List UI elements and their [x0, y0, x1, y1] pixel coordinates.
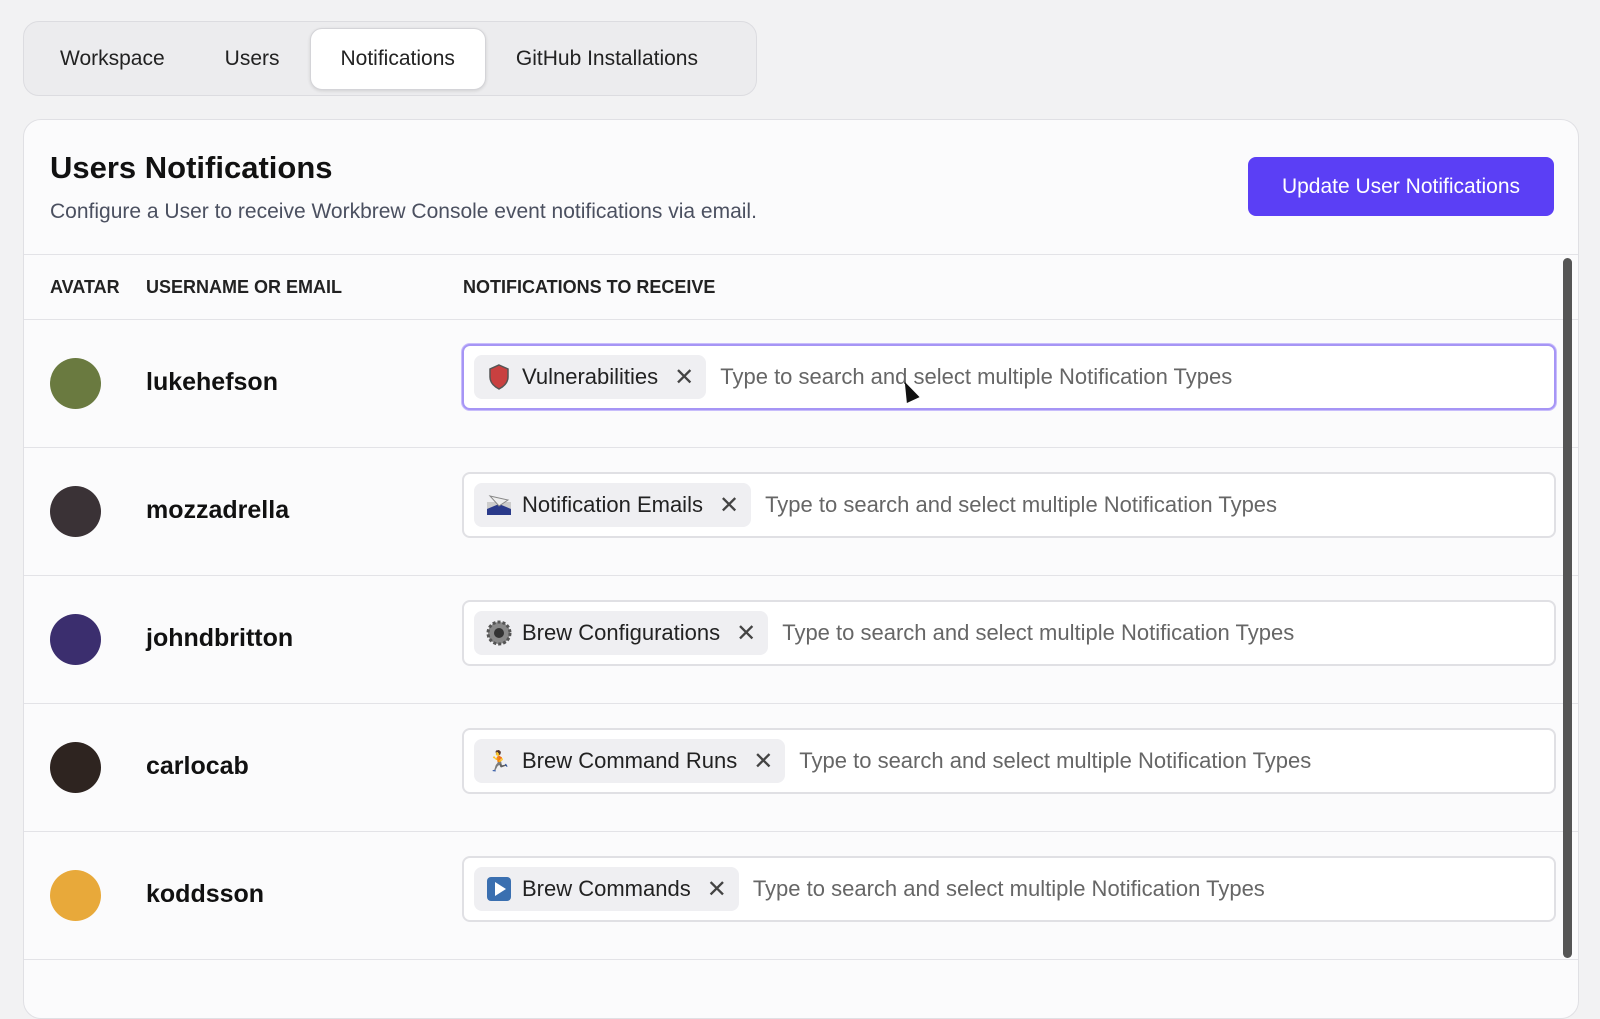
- notification-types-select[interactable]: Brew Commands ✕ Type to search and selec…: [462, 856, 1556, 922]
- column-username: USERNAME OR EMAIL: [146, 277, 343, 297]
- runner-icon: 🏃: [486, 750, 512, 773]
- notification-chip: Notification Emails ✕: [474, 483, 752, 527]
- notification-chip: Brew Configurations ✕: [474, 611, 769, 655]
- avatar: [50, 614, 101, 665]
- remove-chip-icon[interactable]: ✕: [753, 747, 774, 775]
- notification-search[interactable]: Type to search and select multiple Notif…: [782, 611, 1554, 655]
- notification-search[interactable]: Type to search and select multiple Notif…: [752, 867, 1554, 911]
- avatar: [50, 742, 101, 793]
- remove-chip-icon[interactable]: ✕: [736, 619, 757, 647]
- chip-label: Brew Command Runs: [522, 748, 738, 773]
- mail-icon: [486, 492, 512, 518]
- table-row: mozzadrella Notification Emails ✕ Type t…: [24, 448, 1578, 576]
- notification-types-select[interactable]: 🏃 Brew Command Runs ✕ Type to search and…: [462, 728, 1556, 794]
- shield-icon: [486, 364, 512, 390]
- table-header: AVATAR USERNAME OR EMAIL NOTIFICATIONS T…: [24, 254, 1578, 320]
- chip-label: Notification Emails: [522, 492, 703, 517]
- notifications-card: Users Notifications Configure a User to …: [23, 119, 1579, 1019]
- chip-label: Brew Configurations: [522, 620, 721, 645]
- table-row: lukehefson Vulnerabilities ✕ Type to sea…: [24, 320, 1578, 448]
- avatar: [50, 358, 101, 409]
- notification-search-input[interactable]: [720, 355, 1554, 399]
- play-icon: [486, 876, 512, 902]
- tab-users[interactable]: Users: [224, 46, 280, 70]
- chip-label: Vulnerabilities: [522, 364, 659, 389]
- update-user-notifications-button[interactable]: Update User Notifications: [1248, 157, 1554, 216]
- notification-search[interactable]: Type to search and select multiple Notif…: [765, 483, 1554, 527]
- remove-chip-icon[interactable]: ✕: [674, 363, 695, 391]
- notification-types-select[interactable]: Brew Configurations ✕ Type to search and…: [462, 600, 1556, 666]
- notification-search[interactable]: Type to search and select multiple Notif…: [720, 355, 1554, 399]
- notification-search[interactable]: Type to search and select multiple Notif…: [799, 739, 1554, 783]
- notification-types-select[interactable]: Vulnerabilities ✕ Type to search and sel…: [462, 344, 1556, 410]
- column-avatar: AVATAR: [50, 277, 120, 297]
- notification-chip: 🏃 Brew Command Runs ✕: [474, 739, 786, 783]
- notification-chip: Brew Commands ✕: [474, 867, 739, 911]
- chip-label: Brew Commands: [522, 876, 691, 901]
- tab-notifications[interactable]: Notifications: [309, 27, 486, 90]
- tab-workspace[interactable]: Workspace: [60, 46, 165, 70]
- notification-search-input[interactable]: [765, 483, 1554, 527]
- tab-github-installations[interactable]: GitHub Installations: [515, 46, 698, 70]
- username: mozzadrella: [146, 496, 290, 524]
- notification-search-input[interactable]: [799, 739, 1554, 783]
- notification-types-select[interactable]: Notification Emails ✕ Type to search and…: [462, 472, 1556, 538]
- username: carlocab: [146, 752, 249, 780]
- notification-search-input[interactable]: [782, 611, 1554, 655]
- notification-search-input[interactable]: [752, 867, 1554, 911]
- username: koddsson: [146, 880, 265, 908]
- table-row: carlocab 🏃 Brew Command Runs ✕ Type to s…: [24, 704, 1578, 832]
- avatar: [50, 486, 101, 537]
- column-notifications: NOTIFICATIONS TO RECEIVE: [463, 277, 716, 297]
- remove-chip-icon[interactable]: ✕: [706, 875, 727, 903]
- remove-chip-icon[interactable]: ✕: [718, 491, 740, 519]
- settings-tabs: Workspace Users Notifications GitHub Ins…: [23, 21, 757, 96]
- table-row: johndbritton Brew Configurations ✕ Type …: [24, 576, 1578, 704]
- page-title: Users Notifications: [50, 150, 333, 185]
- username: johndbritton: [146, 624, 294, 652]
- scrollbar[interactable]: [1563, 258, 1572, 958]
- gear-icon: [486, 620, 512, 646]
- notification-chip: Vulnerabilities ✕: [474, 355, 707, 399]
- table-row: koddsson Brew Commands ✕ Type to search …: [24, 832, 1578, 960]
- avatar: [50, 870, 101, 921]
- page-subtitle: Configure a User to receive Workbrew Con…: [50, 200, 757, 223]
- username: lukehefson: [146, 368, 278, 396]
